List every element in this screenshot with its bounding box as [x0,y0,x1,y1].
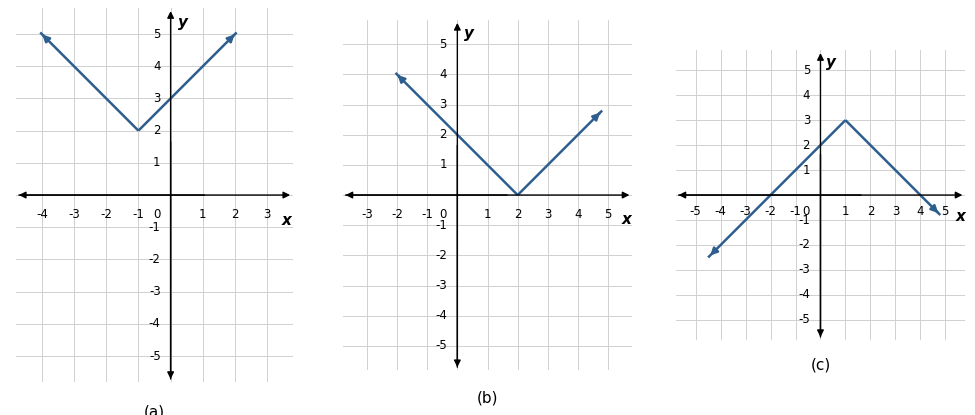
Text: 4: 4 [916,205,924,218]
Text: 5: 5 [802,64,810,77]
Text: y: y [826,55,836,70]
Text: (a): (a) [144,404,165,415]
Text: 2: 2 [231,208,239,222]
Text: 2: 2 [802,139,810,151]
Text: 5: 5 [153,27,161,41]
Text: 5: 5 [440,38,447,51]
Text: 3: 3 [544,208,552,221]
Text: -2: -2 [764,205,776,218]
Text: 4: 4 [802,89,810,102]
Text: -5: -5 [435,339,447,352]
Text: -1: -1 [421,208,433,221]
Text: 3: 3 [263,208,271,222]
Text: 1: 1 [802,164,810,177]
Text: 4: 4 [574,208,582,221]
Text: x: x [282,213,292,228]
Text: 1: 1 [440,159,447,171]
Text: -1: -1 [133,208,144,222]
Text: -3: -3 [149,285,161,298]
Text: -2: -2 [391,208,403,221]
Text: -4: -4 [149,317,161,330]
Text: 2: 2 [867,205,875,218]
Text: -1: -1 [799,213,810,227]
Text: 3: 3 [153,92,161,105]
Text: -1: -1 [790,205,801,218]
Text: 1: 1 [199,208,207,222]
Text: -4: -4 [799,288,810,301]
Text: 3: 3 [892,205,899,218]
Text: -5: -5 [799,313,810,326]
Text: 1: 1 [841,205,849,218]
Text: -5: -5 [149,349,161,363]
Text: -2: -2 [799,239,810,251]
Text: -4: -4 [435,309,447,322]
Text: -3: -3 [799,264,810,276]
Text: -4: -4 [36,208,48,222]
Text: -2: -2 [149,253,161,266]
Text: -3: -3 [740,205,752,218]
Text: 0: 0 [440,208,447,221]
Text: -1: -1 [149,221,161,234]
Text: -4: -4 [715,205,726,218]
Text: 5: 5 [942,205,949,218]
Text: 1: 1 [153,156,161,169]
Text: x: x [956,209,965,224]
Text: -1: -1 [435,219,447,232]
Text: -5: -5 [689,205,702,218]
Text: 2: 2 [440,128,447,141]
Text: 0: 0 [153,208,161,222]
Text: 1: 1 [484,208,491,221]
Text: y: y [177,15,188,30]
Text: -3: -3 [435,279,447,292]
Text: x: x [621,212,631,227]
Text: y: y [464,26,474,41]
Text: 3: 3 [440,98,447,111]
Text: 0: 0 [802,205,810,218]
Text: -3: -3 [361,208,372,221]
Text: 2: 2 [514,208,522,221]
Text: (b): (b) [477,391,498,406]
Text: 3: 3 [802,114,810,127]
Text: 5: 5 [604,208,612,221]
Text: -2: -2 [100,208,112,222]
Text: 4: 4 [440,68,447,81]
Text: -3: -3 [68,208,80,222]
Text: 4: 4 [153,60,161,73]
Text: 2: 2 [153,124,161,137]
Text: (c): (c) [810,357,831,372]
Text: -2: -2 [435,249,447,262]
